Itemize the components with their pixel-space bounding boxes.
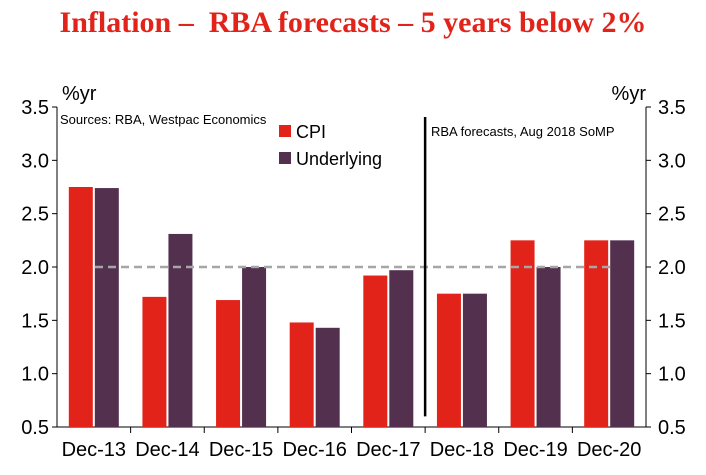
bar-cpi-dec-14 — [142, 296, 167, 427]
x-tick-label: Dec-14 — [135, 439, 199, 461]
legend-label-underlying: Underlying — [296, 149, 382, 169]
bar-cpi-dec-20 — [584, 240, 609, 427]
bar-underlying-dec-18 — [462, 293, 487, 427]
bar-cpi-dec-16 — [289, 322, 314, 427]
y-tick-label-right: 1.0 — [658, 364, 686, 386]
x-tick-label: Dec-16 — [282, 439, 346, 461]
bar-underlying-dec-15 — [242, 267, 267, 427]
x-tick-label: Dec-13 — [62, 439, 126, 461]
bar-underlying-dec-17 — [389, 270, 414, 427]
right-axis-unit: %yr — [612, 83, 647, 105]
chart-title: Inflation – RBA forecasts – 5 years belo… — [59, 6, 647, 39]
x-tick-label: Dec-18 — [430, 439, 494, 461]
bar-underlying-dec-14 — [168, 233, 193, 427]
x-tick-label: Dec-17 — [356, 439, 420, 461]
y-tick-label-left: 1.0 — [21, 364, 49, 386]
bar-cpi-dec-19 — [510, 240, 535, 427]
y-tick-label-left: 2.0 — [21, 257, 49, 279]
bar-cpi-dec-15 — [216, 300, 241, 427]
bars — [68, 187, 635, 427]
bar-cpi-dec-18 — [436, 293, 461, 427]
legend-swatch-underlying — [279, 152, 291, 164]
overlays — [95, 117, 614, 417]
bar-underlying-dec-13 — [94, 188, 119, 427]
y-tick-label-right: 2.0 — [658, 257, 686, 279]
y-tick-label-left: 2.5 — [21, 204, 49, 226]
x-tick-label: Dec-20 — [577, 439, 641, 461]
forecast-annotation: RBA forecasts, Aug 2018 SoMP — [431, 124, 615, 139]
x-tick-label: Dec-15 — [209, 439, 273, 461]
x-tick-label: Dec-19 — [503, 439, 567, 461]
y-tick-label-right: 2.5 — [658, 204, 686, 226]
y-tick-label-right: 1.5 — [658, 310, 686, 332]
bar-underlying-dec-16 — [315, 327, 340, 427]
legend: CPI Underlying — [279, 122, 382, 169]
y-tick-label-right: 3.5 — [658, 97, 686, 119]
bar-cpi-dec-17 — [363, 275, 388, 427]
legend-label-cpi: CPI — [296, 122, 326, 142]
bar-underlying-dec-20 — [610, 240, 635, 427]
y-tick-label-right: 3.0 — [658, 150, 686, 172]
y-tick-label-left: 1.5 — [21, 310, 49, 332]
left-axis-unit: %yr — [62, 83, 97, 105]
bar-cpi-dec-13 — [68, 187, 93, 427]
tick-labels: 0.5 0.5 1.0 1.0 1.5 1.5 2.0 2.0 2.5 2.5 3.0 3.0 3.5 3… — [21, 97, 686, 461]
y-tick-label-left: 3.0 — [21, 150, 49, 172]
y-tick-label-left: 0.5 — [21, 417, 49, 439]
legend-swatch-cpi — [279, 125, 291, 137]
y-tick-label-left: 3.5 — [21, 97, 49, 119]
bar-underlying-dec-19 — [536, 267, 561, 427]
source-note: Sources: RBA, Westpac Economics — [60, 112, 267, 127]
y-tick-label-right: 0.5 — [658, 417, 686, 439]
